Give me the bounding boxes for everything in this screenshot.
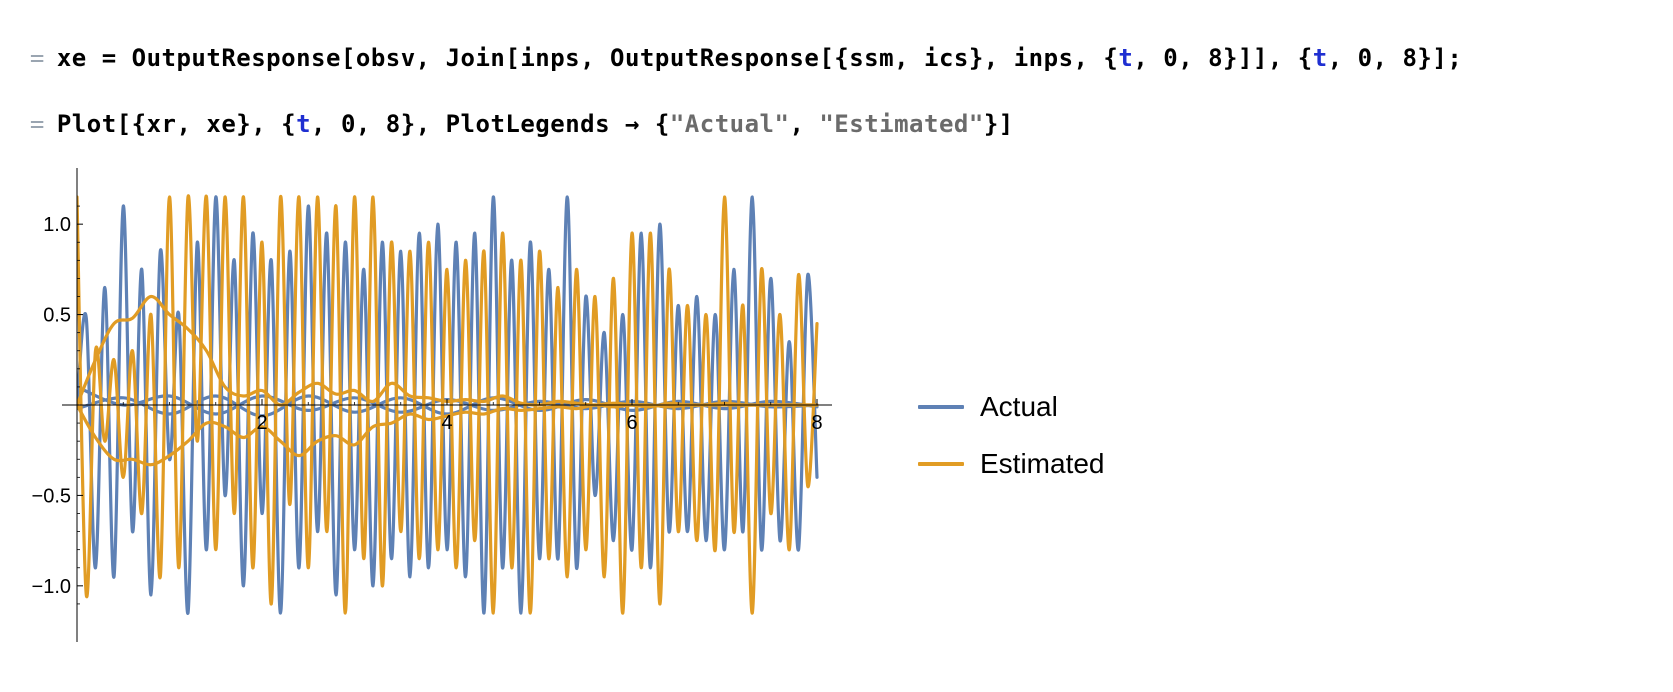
y-tick-label: −0.5: [32, 485, 71, 507]
code-token: }, {: [236, 110, 297, 138]
series-line-estimated-0: [77, 194, 819, 615]
code-token: t: [1118, 44, 1134, 72]
code-token: xe: [56, 44, 87, 72]
code-token: "Estimated": [819, 110, 984, 138]
code-token: → {: [610, 110, 670, 138]
x-tick-label: 2: [256, 412, 267, 434]
code-token: }]], {: [1223, 44, 1313, 72]
code-token: xe: [206, 110, 237, 138]
legend-swatch-estimated: [918, 461, 964, 466]
code-token: }];: [1417, 44, 1463, 72]
code-tokens: xe = OutputResponse[obsv, Join[inps, Out…: [57, 44, 1462, 72]
code-token: ssm: [849, 44, 895, 72]
x-tick-label: 6: [626, 412, 637, 434]
code-token: 8: [1208, 44, 1224, 72]
code-token: Join: [445, 44, 506, 72]
code-token: ,: [1327, 44, 1358, 72]
code-token: },: [968, 44, 1014, 72]
code-token: ,: [580, 44, 611, 72]
code-token: 8: [1402, 44, 1418, 72]
code-token: xr: [146, 110, 177, 138]
code-token: }]: [983, 110, 1014, 138]
plot-legend: Actual Estimated: [918, 378, 1105, 492]
legend-item-estimated: Estimated: [918, 435, 1105, 492]
output-plot: 2 4 6 8 −1.0 −0.5 0.5 1.0: [32, 168, 832, 642]
code-token: [: [505, 44, 521, 72]
code-token: [: [340, 44, 356, 72]
y-tick-label: −1.0: [32, 576, 71, 598]
code-token: 0: [340, 110, 356, 138]
input-line-1[interactable]: = xe = OutputResponse[obsv, Join[inps, Ou…: [0, 16, 1462, 72]
code-token: ,: [176, 110, 207, 138]
code-token: t: [1312, 44, 1328, 72]
code-token: ,: [415, 44, 446, 72]
legend-label-estimated: Estimated: [980, 447, 1105, 479]
code-token: ,: [1372, 44, 1403, 72]
input-line-2[interactable]: = Plot[{xr, xe}, {t, 0, 8}, PlotLegends →…: [0, 82, 1014, 138]
code-token: "Actual": [669, 110, 790, 138]
code-token: inps: [1013, 44, 1074, 72]
legend-label-actual: Actual: [980, 390, 1058, 422]
y-tick-label: 0.5: [43, 305, 71, 327]
legend-item-actual: Actual: [918, 378, 1105, 435]
code-token: [{: [819, 44, 850, 72]
code-token: ics: [924, 44, 969, 72]
code-token: t: [296, 110, 312, 138]
legend-swatch-actual: [918, 404, 964, 409]
code-token: OutputResponse: [610, 44, 820, 72]
code-token: 0: [1163, 44, 1179, 72]
code-token: 0: [1357, 44, 1373, 72]
code-token: Plot: [56, 110, 117, 138]
code-tokens: Plot[{xr, xe}, {t, 0, 8}, PlotLegends → …: [57, 110, 1014, 138]
code-token: ,: [1178, 44, 1209, 72]
code-token: 8: [385, 110, 401, 138]
code-token: obsv: [355, 44, 416, 72]
code-token: [{: [116, 110, 147, 138]
code-token: ,: [894, 44, 924, 72]
code-token: ,: [311, 110, 341, 138]
input-marker: =: [29, 44, 45, 72]
code-token: ,: [355, 110, 386, 138]
series-line-actual-0: [77, 195, 819, 615]
code-token: OutputResponse: [131, 44, 341, 72]
x-tick-label: 8: [811, 412, 822, 434]
code-token: inps: [520, 44, 581, 72]
x-tick-label: 4: [441, 412, 452, 434]
code-token: =: [86, 44, 132, 72]
code-token: ,: [1133, 44, 1164, 72]
code-token: , {: [1073, 44, 1119, 72]
code-token: PlotLegends: [445, 110, 611, 138]
code-token: ,: [789, 110, 820, 138]
input-marker: =: [29, 110, 45, 138]
y-tick-label: 1.0: [43, 214, 71, 236]
code-token: },: [400, 110, 446, 138]
